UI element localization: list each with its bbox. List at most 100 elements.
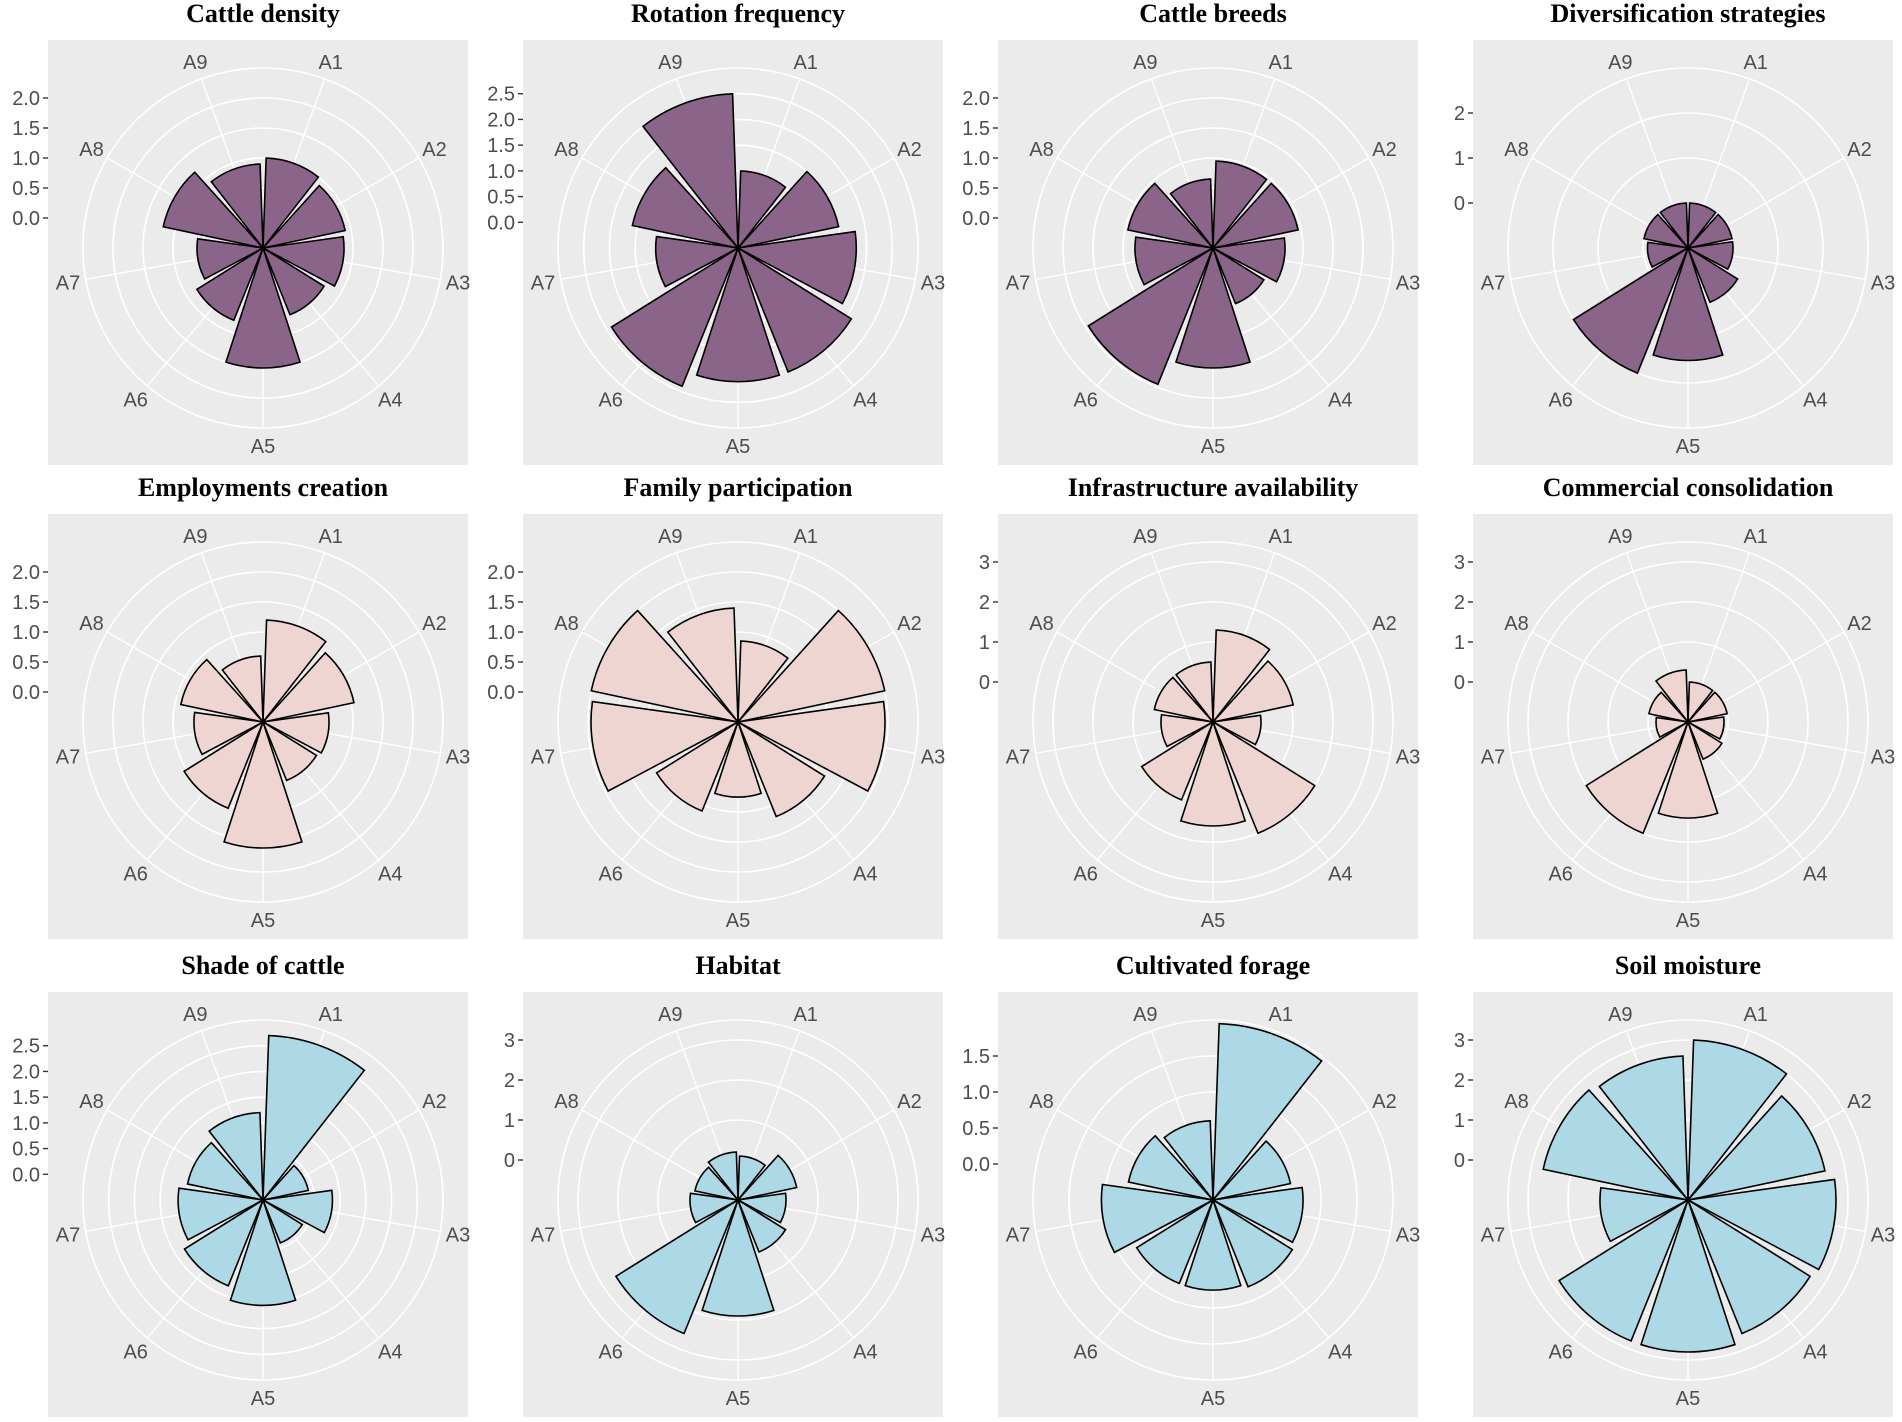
category-label: A6 [123, 864, 147, 886]
chart-panel: Shade of cattle A1 A2 A3 A4 A5 A6 A7 A8 A9 2.5 2.0 1… [0, 951, 477, 1422]
polar-bar-chart: Shade of cattle A1 A2 A3 A4 A5 A6 A7 A8 A9 2.5 2.0 1… [12, 951, 470, 1417]
chart-panel: Diversification strategies A1 A2 A3 A4 A5 A6 A7… [1425, 0, 1902, 470]
bar-a2 [1685, 213, 1733, 250]
bar-a9 [1174, 661, 1214, 725]
y-tick-label: 1.0 [12, 148, 40, 170]
bar-a1 [1687, 681, 1714, 725]
category-label: A3 [1871, 746, 1895, 768]
category-label: A7 [1006, 272, 1030, 294]
bar-a8 [694, 1166, 741, 1202]
category-label: A7 [531, 272, 555, 294]
category-label: A7 [56, 746, 80, 768]
y-tick-label: 0 [979, 672, 990, 694]
category-label: A1 [318, 1004, 342, 1026]
category-label: A4 [853, 390, 877, 412]
category-label: A4 [1803, 864, 1827, 886]
bar-a8 [1153, 676, 1216, 724]
bar-a4 [261, 1198, 304, 1244]
category-label: A5 [726, 436, 750, 458]
bar-a6 [1585, 720, 1690, 835]
y-tick-label: 0.5 [962, 178, 990, 200]
category-label: A7 [56, 272, 80, 294]
y-tick-label: 3 [1454, 552, 1465, 574]
y-tick-label: 2 [504, 1070, 515, 1092]
category-label: A5 [1201, 910, 1225, 932]
category-label: A8 [554, 1091, 578, 1113]
bar-a5 [1657, 719, 1719, 819]
y-tick-label: 2.0 [487, 562, 515, 584]
bar-a5 [224, 245, 302, 369]
category-label: A1 [793, 526, 817, 548]
polar-bar-chart: Cattle density A1 A2 A3 A4 A5 A6 A7 A8 A9 2.0 1.5 1.… [12, 0, 470, 465]
category-label: A1 [318, 526, 342, 548]
bar-a9 [641, 92, 739, 251]
bar-a4 [1686, 246, 1739, 304]
y-tick-label: 1.5 [12, 592, 40, 614]
chart-title: Cultivated forage [1116, 951, 1310, 980]
bar-a4 [261, 720, 318, 782]
polar-bar-chart: Rotation frequency A1 A2 A3 A4 A5 A6 A7 A8 A9 2.5 2… [487, 0, 945, 465]
category-label: A5 [1676, 910, 1700, 932]
y-tick-label: 3 [504, 1030, 515, 1052]
y-tick-label: 2 [1454, 103, 1465, 125]
category-label: A6 [1073, 864, 1097, 886]
chart-title: Family participation [624, 473, 853, 502]
category-label: A4 [853, 864, 877, 886]
category-label: A3 [446, 1224, 470, 1246]
y-tick-label: 0 [504, 1150, 515, 1172]
bar-a8 [590, 609, 741, 724]
bar-a2 [1685, 1094, 1826, 1202]
category-label: A2 [1372, 139, 1396, 161]
y-tick-label: 1.0 [962, 1082, 990, 1104]
bar-a1 [737, 1155, 767, 1203]
bar-a6 [183, 1198, 265, 1287]
chart-title: Habitat [695, 951, 781, 980]
category-label: A9 [183, 526, 207, 548]
y-tick-label: 1.0 [12, 622, 40, 644]
category-label: A8 [554, 613, 578, 635]
y-tick-label: 1.5 [12, 118, 40, 140]
category-label: A4 [378, 390, 402, 412]
chart-title: Employments creation [138, 473, 389, 502]
bar-a1 [262, 1034, 366, 1203]
category-label: A2 [1847, 139, 1871, 161]
category-label: A4 [1328, 1342, 1352, 1364]
category-label: A6 [598, 864, 622, 886]
category-label: A9 [1608, 52, 1632, 74]
category-label: A3 [921, 1224, 945, 1246]
polar-bar-chart: Cattle breeds A1 A2 A3 A4 A5 A6 A7 A8 A9 2.0 1.5 1.0… [962, 0, 1420, 465]
y-tick-label: 0.5 [487, 652, 515, 674]
bar-a8 [1542, 1088, 1691, 1202]
bar-a4 [1211, 1198, 1294, 1288]
category-label: A1 [1743, 52, 1767, 74]
category-label: A3 [1871, 272, 1895, 294]
y-tick-label: 1.5 [12, 1087, 40, 1109]
bar-a4 [1686, 1198, 1812, 1335]
category-label: A9 [658, 526, 682, 548]
bar-a3 [735, 1192, 787, 1224]
category-label: A5 [726, 1388, 750, 1410]
bar-a9 [666, 607, 739, 725]
y-tick-label: 2 [1454, 1070, 1465, 1092]
bar-a1 [1212, 629, 1271, 725]
bar-a7 [1599, 1186, 1691, 1243]
bar-a2 [735, 170, 840, 250]
category-label: A6 [598, 390, 622, 412]
chart-panel: Infrastructure availability A1 A2 A3 A4 A5 A6 A… [950, 473, 1427, 944]
category-label: A2 [1372, 613, 1396, 635]
bar-a6 [1572, 246, 1690, 375]
bar-a6 [195, 246, 265, 322]
category-label: A3 [1396, 272, 1420, 294]
bar-a7 [1100, 1183, 1216, 1254]
y-tick-label: 1.5 [487, 135, 515, 157]
category-label: A3 [1871, 1224, 1895, 1246]
bar-a7 [1655, 716, 1691, 739]
bar-a7 [590, 700, 741, 793]
category-label: A6 [1548, 864, 1572, 886]
category-label: A9 [658, 52, 682, 74]
category-label: A9 [1608, 1004, 1632, 1026]
y-tick-label: 1 [1454, 148, 1465, 170]
category-label: A7 [531, 1224, 555, 1246]
y-tick-label: 0.0 [962, 208, 990, 230]
polar-bar-chart: Family participation A1 A2 A3 A4 A5 A6 A7 A8 A9 2.… [487, 473, 945, 939]
